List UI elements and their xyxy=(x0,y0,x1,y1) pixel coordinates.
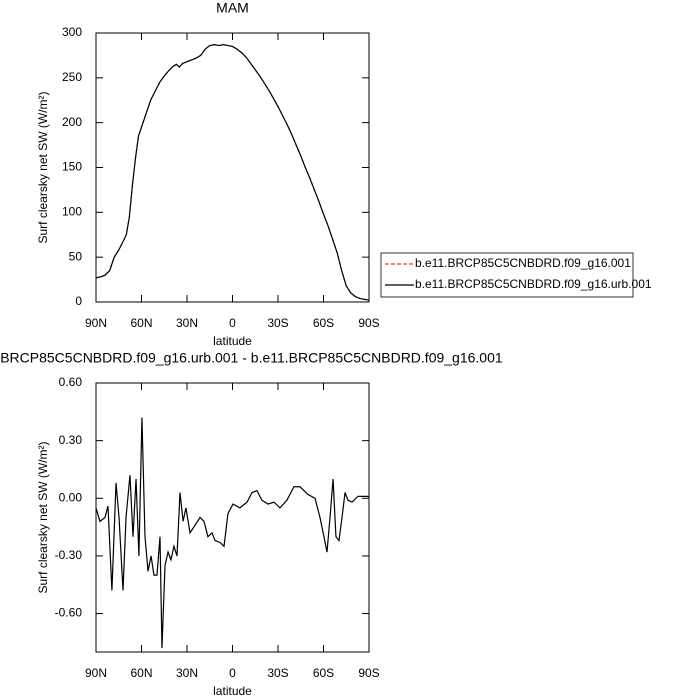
y-tick-label: 200 xyxy=(62,115,82,129)
legend-label: b.e11.BRCP85C5CNBDRD.f09_g16.urb.001 xyxy=(415,277,652,291)
y-tick-label: 100 xyxy=(62,205,82,219)
y-tick-label: 0 xyxy=(75,294,82,308)
x-axis-label: latitude xyxy=(213,334,252,348)
x-tick-label: 90N xyxy=(85,666,107,680)
x-tick-label: 90S xyxy=(358,666,379,680)
y-tick-label: 0.30 xyxy=(59,433,83,447)
x-tick-label: 90S xyxy=(358,316,379,330)
data-line xyxy=(95,417,369,649)
x-tick-label: 30S xyxy=(267,316,288,330)
x-tick-label: 60S xyxy=(313,666,334,680)
x-tick-label: 30N xyxy=(176,316,198,330)
y-tick-label: 0.60 xyxy=(59,375,83,389)
y-tick-label: -0.60 xyxy=(55,606,83,620)
chart-title: b.e11.BRCP85C5CNBDRD.f09_g16.urb.001 - b… xyxy=(0,350,503,366)
y-tick-label: 250 xyxy=(62,70,82,84)
plot-frame xyxy=(95,382,370,653)
y-tick-label: 50 xyxy=(69,249,83,263)
data-line xyxy=(95,44,370,301)
y-axis-label: Surf clearsky net SW (W/m²) xyxy=(36,91,50,243)
plot-frame xyxy=(95,32,370,303)
y-tick-label: 0.00 xyxy=(59,490,83,504)
legend-label: b.e11.BRCP85C5CNBDRD.f09_g16.001 xyxy=(415,256,631,270)
y-tick-label: -0.30 xyxy=(55,548,83,562)
y-tick-label: 300 xyxy=(62,25,82,39)
x-tick-label: 60N xyxy=(130,316,152,330)
x-tick-label: 90N xyxy=(85,316,107,330)
x-tick-label: 60S xyxy=(313,316,334,330)
x-tick-label: 30S xyxy=(267,666,288,680)
y-axis-label: Surf clearsky net SW (W/m²) xyxy=(36,441,50,593)
x-tick-label: 60N xyxy=(130,666,152,680)
data-line xyxy=(95,44,370,301)
x-tick-label: 0 xyxy=(229,316,236,330)
x-axis-label: latitude xyxy=(213,684,252,698)
chart-title: MAM xyxy=(216,0,249,16)
legend-box xyxy=(380,252,634,298)
y-tick-label: 150 xyxy=(62,160,82,174)
x-tick-label: 30N xyxy=(176,666,198,680)
x-tick-label: 0 xyxy=(229,666,236,680)
